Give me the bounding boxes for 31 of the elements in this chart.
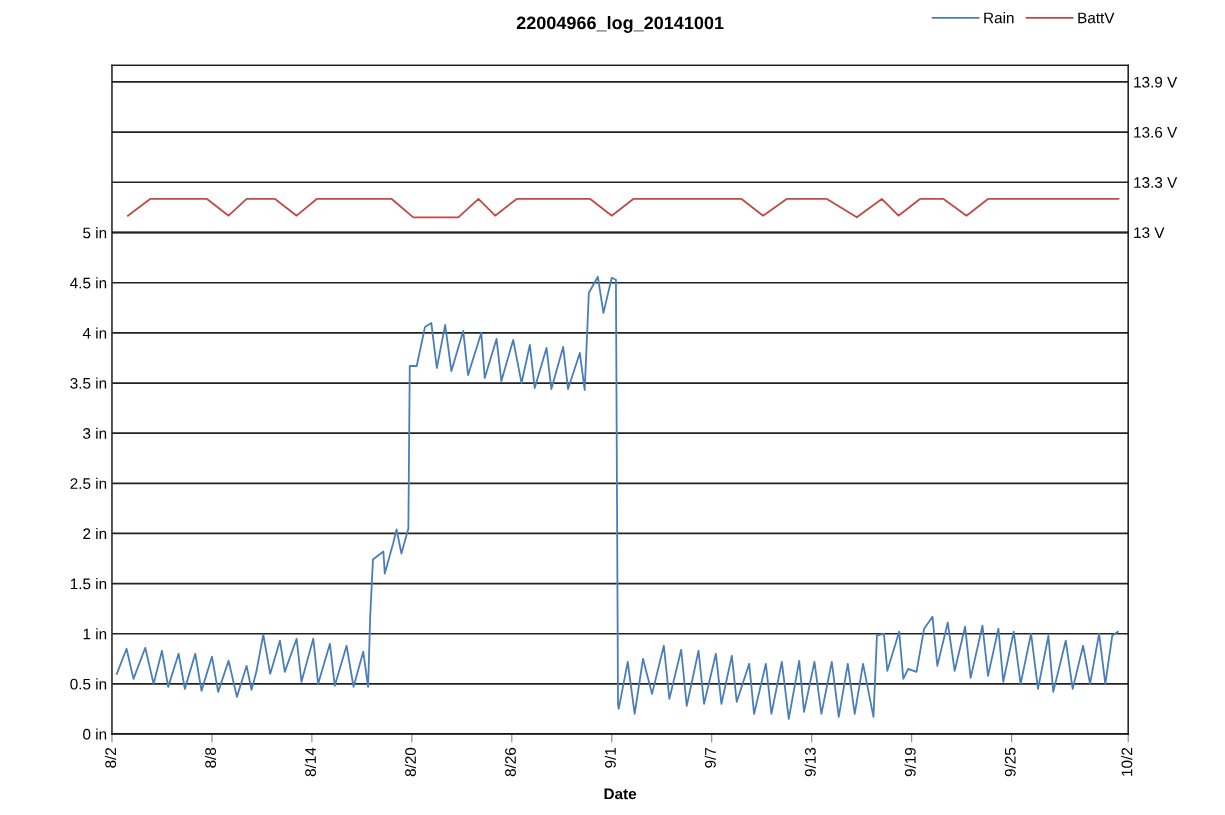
x-tick-label: 8/2 [104,747,117,768]
y-tick-label: 2 in [83,527,107,539]
y2-tick-label: 13.9 V [1134,76,1178,88]
x-tick-label: 9/7 [704,747,716,768]
y-tick-label: 4 in [82,327,107,339]
y2-tick-label: 13.6 V [1134,126,1178,138]
x-tick-label: 9/19 [904,747,916,777]
y-tick-label: 5 in [83,227,107,239]
y-tick-label: 0 in [83,728,107,740]
x-tick-label: 9/1 [604,747,616,768]
y-tick-label: 4.5 in [70,277,107,289]
legend-label: Rain [984,12,1014,24]
chart-title: 22004966_log_20141001 [516,16,724,33]
y-tick-label: 1 in [83,628,107,640]
x-tick-label: 9/25 [1004,747,1016,777]
y-tick-label: 3 in [83,427,107,439]
y-tick-label: 0.5 in [70,678,107,690]
x-tick-label: 8/8 [204,747,217,768]
line-series [115,275,1119,720]
y2-tick-label: 13 V [1134,227,1165,239]
y2-tick-label: 13.3 V [1134,177,1178,188]
x-tick-label: 9/13 [804,747,816,777]
x-tick-label: 8/26 [504,747,516,777]
y-tick-label: 1.5 in [70,578,107,590]
y-tick-label: 2.5 in [70,477,107,489]
x-tick-label: 8/20 [404,747,416,777]
x-tick-label: 8/14 [304,747,316,777]
y-tick-label: 3.5 in [70,377,107,389]
legend-label: BattV [1078,12,1115,24]
x-tick-label: 10/2 [1121,747,1133,776]
x-axis-title: Date [604,788,637,800]
